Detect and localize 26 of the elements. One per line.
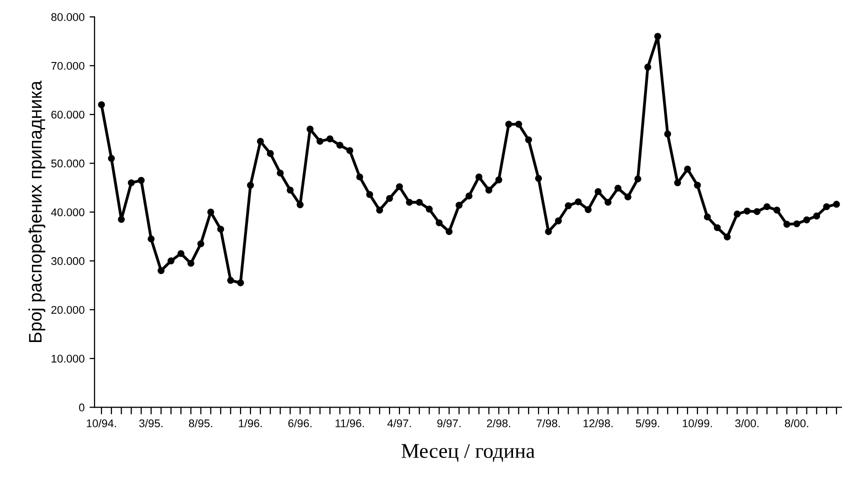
y-tick-label: 20.000 (51, 306, 84, 314)
x-tick-label: 2/98. (486, 419, 510, 428)
x-tick-label: 3/95. (139, 419, 162, 428)
x-tick-label: 12/98. (584, 419, 613, 428)
x-tick-label: 10/94. (86, 419, 116, 428)
y-tick-label: 30.000 (51, 257, 84, 266)
x-tick-label: 9/97. (437, 419, 460, 428)
x-tick-label: 11/96. (336, 419, 364, 428)
y-tick-label: 60.000 (51, 110, 84, 119)
y-tick-label: 50.000 (51, 160, 84, 168)
x-tick-label: 10/99. (682, 419, 712, 428)
x-axis-title: Месец / година (402, 444, 535, 462)
x-tick-label: 8/00. (784, 419, 808, 428)
y-tick-label: 70.000 (51, 62, 84, 70)
x-tick-label: 6/96. (288, 419, 312, 428)
y-tick-label: 40.000 (51, 208, 84, 216)
x-tick-label: 5/99. (636, 419, 660, 428)
x-tick-label: 8/95. (188, 419, 212, 428)
y-tick-label: 0 (79, 404, 84, 412)
x-tick-label: 3/00. (735, 419, 758, 428)
x-tick-label: 7/98. (536, 419, 560, 428)
x-tick-label: 1/96. (238, 419, 262, 428)
y-tick-label: 10.000 (52, 354, 84, 363)
y-tick-label: 80.000 (51, 13, 84, 22)
x-tick-label: 4/97. (387, 419, 411, 428)
y-axis-title: Број распоређених припадника (28, 80, 46, 342)
